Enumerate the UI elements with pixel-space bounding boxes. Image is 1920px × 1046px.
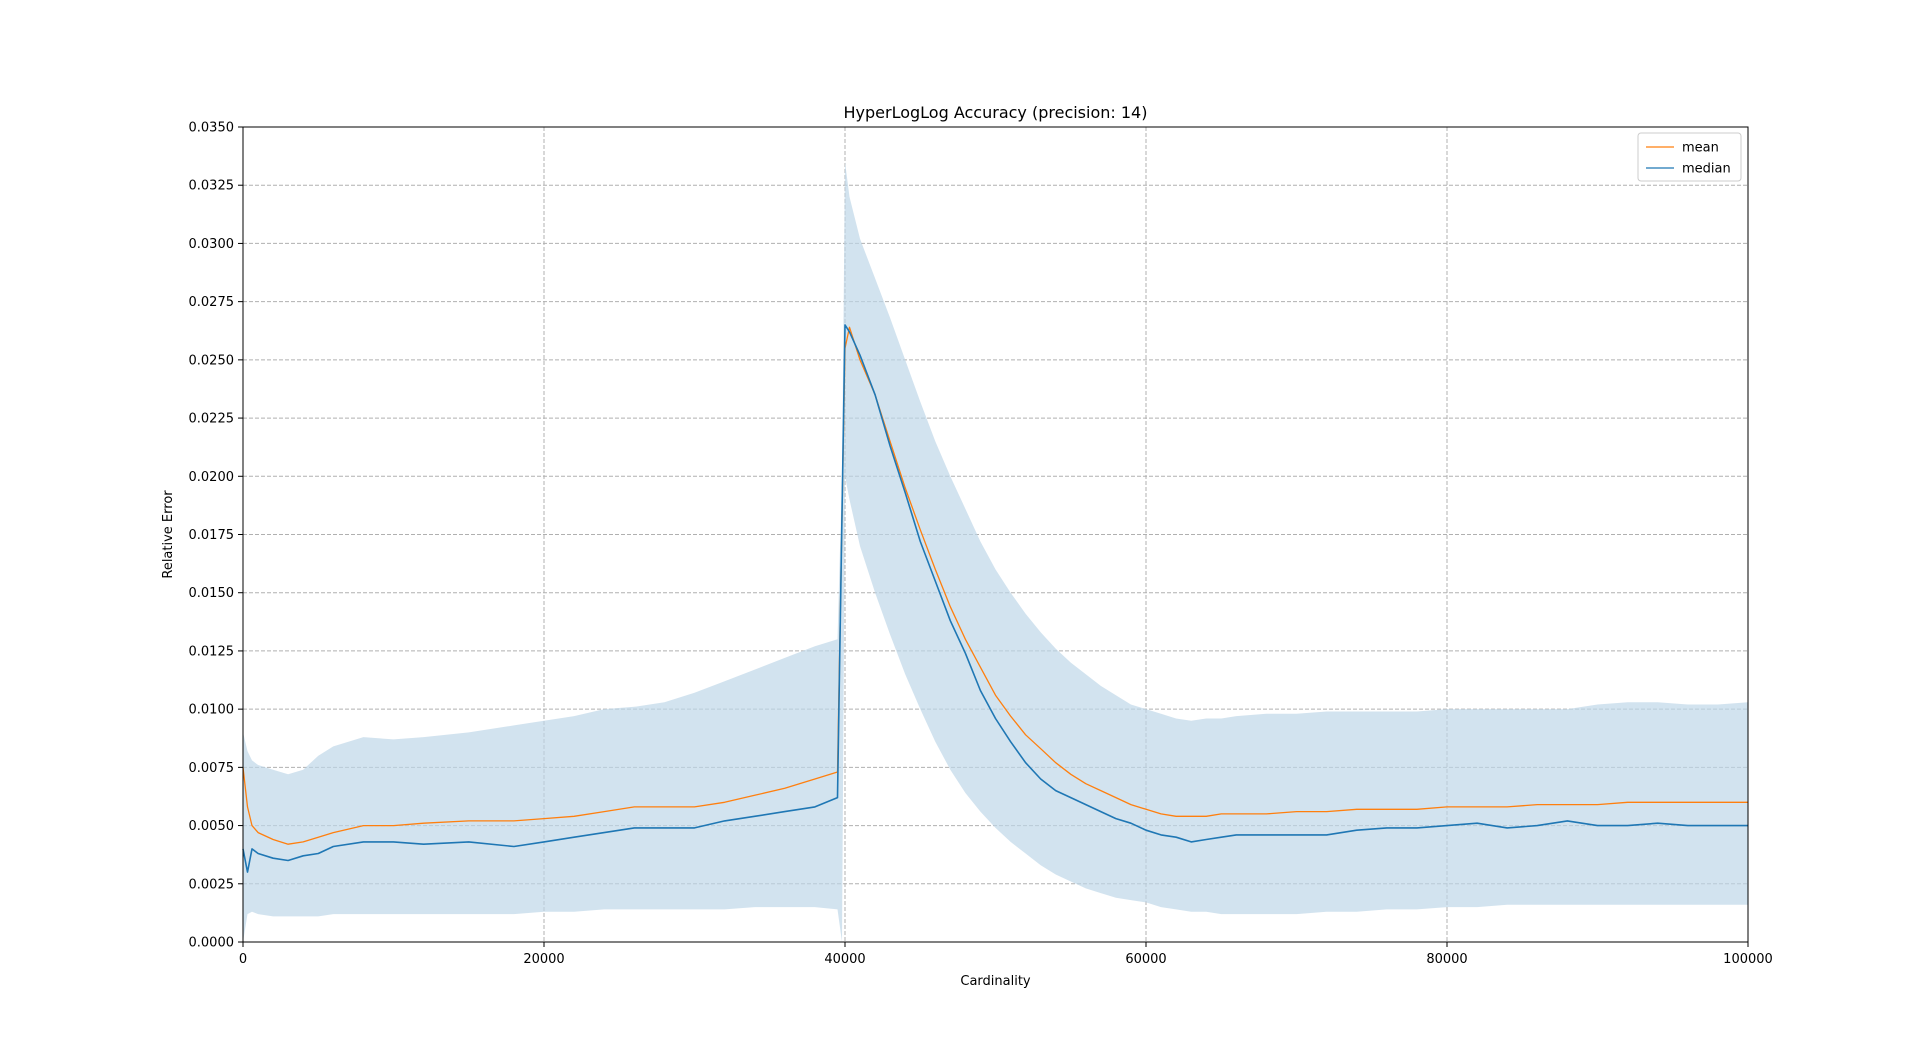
x-tick-label: 20000: [523, 952, 564, 967]
error-band: [243, 161, 1748, 942]
y-tick-label: 0.0300: [189, 237, 235, 252]
y-tick-label: 0.0050: [189, 819, 235, 834]
x-tick-label: 100000: [1723, 952, 1773, 967]
y-tick-label: 0.0350: [189, 121, 235, 136]
legend-label-median: median: [1682, 162, 1731, 177]
y-tick-label: 0.0175: [189, 528, 235, 543]
x-tick-label: 0: [239, 952, 247, 967]
y-tick-label: 0.0200: [189, 470, 235, 485]
legend: mean median: [1637, 132, 1742, 182]
series-lines: [242, 324, 1748, 873]
y-tick-label: 0.0225: [189, 412, 235, 427]
y-tick-label: 0.0100: [189, 703, 235, 718]
y-tick-label: 0.0150: [189, 586, 235, 601]
x-tick-label: 40000: [824, 952, 865, 967]
y-axis-label: Relative Error: [161, 490, 176, 579]
x-tick-label: 60000: [1125, 952, 1166, 967]
y-tick-label: 0.0325: [189, 179, 235, 194]
y-tick-label: 0.0000: [189, 936, 235, 951]
y-tick-label: 0.0250: [189, 353, 235, 368]
legend-label-mean: mean: [1682, 141, 1719, 156]
legend-box: [1637, 132, 1742, 182]
series-line-mean: [242, 326, 1748, 845]
chart-title: HyperLogLog Accuracy (precision: 14): [844, 103, 1148, 122]
x-axis-label: Cardinality: [960, 974, 1031, 989]
x-tick-label: 80000: [1426, 952, 1467, 967]
y-tick-label: 0.0125: [189, 644, 235, 659]
y-axis-ticks: 0.0000 0.0025 0.0050 0.0075 0.0100 0.0125 0.01…: [189, 121, 243, 951]
y-tick-label: 0.0075: [189, 761, 235, 776]
x-axis-ticks: 0 20000 40000 60000 80000 100000: [239, 942, 1773, 967]
series-line-median: [242, 324, 1748, 873]
y-tick-label: 0.0025: [189, 877, 235, 892]
y-tick-label: 0.0275: [189, 295, 235, 310]
